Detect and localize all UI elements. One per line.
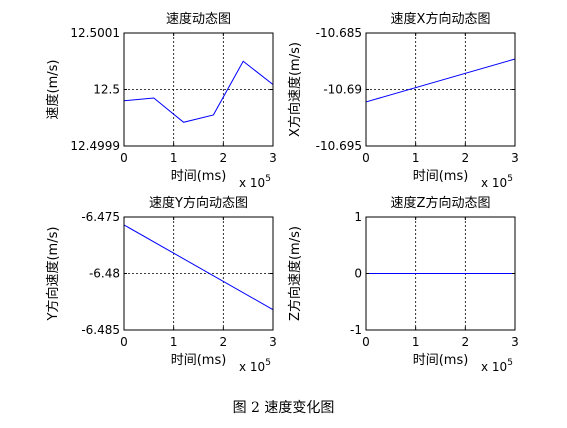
- speed-z-x-exponent: x 105: [481, 358, 513, 374]
- speed-y-x-tick-label-1: 1: [170, 335, 178, 349]
- speed-z-x-tick-label-3: 3: [511, 335, 519, 349]
- speed-x-x-tick-label-3: 3: [511, 151, 519, 165]
- speed-z-y-tick-label-1: 0: [354, 267, 362, 281]
- speed-x-ylabel: X方向速度(m/s): [287, 42, 303, 137]
- speed-x-tick-label-3: 3: [269, 151, 277, 165]
- speed-x-y-tick-label-1: -10.69: [323, 83, 362, 97]
- speed-z-x-tick-label-1: 1: [412, 335, 420, 349]
- speed-y-tick-label-0: 12.4999: [70, 139, 120, 153]
- speed-ylabel: 速度(m/s): [45, 60, 61, 120]
- speed-x-tick-label-2: 2: [220, 151, 228, 165]
- speed-y-y-tick-label-1: -6.48: [89, 267, 120, 281]
- speed-y-axes-box: [123, 216, 274, 331]
- speed-x-tick-label-1: 1: [170, 151, 178, 165]
- speed-x-xlabel: 时间(ms): [413, 169, 469, 184]
- speed-x-x-tick-label-2: 2: [462, 151, 470, 165]
- speed-y-series-line-0: [123, 224, 274, 311]
- speed-y-tick-label-1: 12.5: [93, 83, 120, 97]
- speed-y-xlabel: 时间(ms): [171, 353, 227, 368]
- speed-x-y-tick-label-0: -10.695: [316, 139, 362, 153]
- speed-y-y-tick-label-2: -6.475: [81, 210, 120, 224]
- speed-z-y-tick-label-2: 1: [354, 210, 362, 224]
- speed-x-series-line-0: [365, 58, 516, 103]
- speed-axes-box: [123, 32, 274, 147]
- speed-y-title: 速度Y方向动态图: [149, 195, 248, 211]
- speed-z-x-tick-label-2: 2: [462, 335, 470, 349]
- speed-z-y-tick-label-0: -1: [350, 323, 362, 337]
- speed-series-line-0: [123, 60, 274, 123]
- speed-y-y-tick-label-0: -6.485: [81, 323, 120, 337]
- speed-z-x-tick-label-0: 0: [362, 335, 370, 349]
- speed-x-tick-label-0: 0: [120, 151, 128, 165]
- speed-y-x-tick-label-3: 3: [269, 335, 277, 349]
- speed-z-title: 速度Z方向动态图: [391, 195, 491, 211]
- speed-x-x-tick-label-0: 0: [362, 151, 370, 165]
- speed-y-x-tick-label-0: 0: [120, 335, 128, 349]
- speed-x-x-exponent: x 105: [481, 174, 513, 190]
- speed-xlabel: 时间(ms): [171, 169, 227, 184]
- speed-x-title: 速度X方向动态图: [391, 11, 491, 27]
- speed-z-ylabel: Z方向速度(m/s): [287, 226, 303, 321]
- speed-y-ylabel: Y方向速度(m/s): [45, 227, 61, 322]
- speed-x-exponent: x 105: [239, 174, 271, 190]
- speed-z-xlabel: 时间(ms): [413, 353, 469, 368]
- speed-x-axes-box: [365, 32, 516, 147]
- speed-title: 速度动态图: [166, 11, 231, 27]
- speed-y-x-exponent: x 105: [239, 358, 271, 374]
- speed-x-y-tick-label-2: -10.685: [316, 26, 362, 40]
- speed-x-x-tick-label-1: 1: [412, 151, 420, 165]
- figure-caption: 图 2 速度变化图: [232, 400, 335, 416]
- speed-y-x-tick-label-2: 2: [220, 335, 228, 349]
- speed-y-tick-label-2: 12.5001: [70, 26, 120, 40]
